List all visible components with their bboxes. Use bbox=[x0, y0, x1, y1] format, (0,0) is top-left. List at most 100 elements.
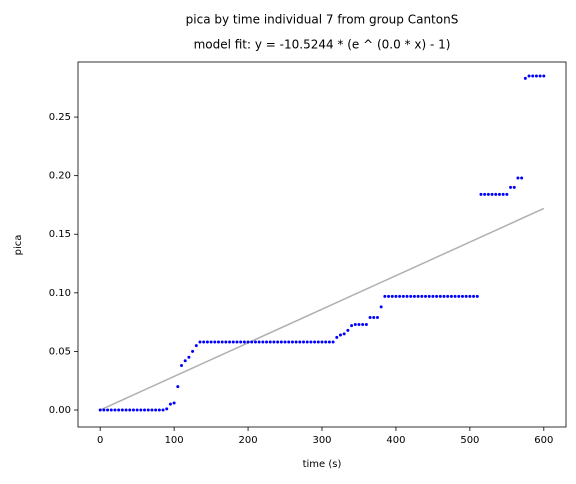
y-axis-label: pica bbox=[13, 235, 24, 256]
data-point bbox=[497, 192, 501, 196]
x-tick-label: 100 bbox=[165, 435, 184, 446]
data-point bbox=[338, 333, 342, 337]
data-point bbox=[420, 294, 424, 298]
data-point bbox=[346, 328, 350, 332]
data-point bbox=[290, 340, 294, 344]
data-point bbox=[479, 192, 483, 196]
data-point bbox=[427, 294, 431, 298]
data-point bbox=[357, 322, 361, 326]
data-point bbox=[435, 294, 439, 298]
data-point bbox=[383, 294, 387, 298]
data-point bbox=[398, 294, 402, 298]
data-point bbox=[157, 408, 161, 412]
x-tick-label: 600 bbox=[534, 435, 553, 446]
data-point bbox=[412, 294, 416, 298]
data-point bbox=[146, 408, 150, 412]
data-point bbox=[165, 407, 169, 411]
data-point bbox=[172, 401, 176, 405]
data-point bbox=[475, 294, 479, 298]
data-point bbox=[305, 340, 309, 344]
data-point bbox=[265, 340, 269, 344]
fit-line bbox=[99, 207, 545, 411]
data-point bbox=[364, 322, 368, 326]
data-point bbox=[242, 340, 246, 344]
data-point bbox=[527, 74, 531, 78]
data-point bbox=[442, 294, 446, 298]
data-point bbox=[331, 340, 335, 344]
data-point bbox=[531, 74, 535, 78]
data-point bbox=[198, 340, 202, 344]
data-point bbox=[324, 340, 328, 344]
data-point bbox=[183, 359, 187, 363]
data-point bbox=[161, 408, 165, 412]
data-point bbox=[472, 294, 476, 298]
data-point bbox=[279, 340, 283, 344]
data-point bbox=[120, 408, 124, 412]
data-point bbox=[106, 408, 110, 412]
data-point bbox=[327, 340, 331, 344]
data-point bbox=[102, 408, 106, 412]
data-point bbox=[139, 408, 143, 412]
data-point bbox=[464, 294, 468, 298]
data-point bbox=[538, 74, 542, 78]
data-point bbox=[320, 340, 324, 344]
y-tick-label: 0.10 bbox=[49, 288, 71, 299]
data-point bbox=[113, 408, 117, 412]
data-point bbox=[228, 340, 232, 344]
data-point bbox=[542, 74, 546, 78]
x-axis-label: time (s) bbox=[303, 459, 342, 470]
data-point bbox=[216, 340, 220, 344]
data-point bbox=[335, 335, 339, 339]
y-tick-label: 0.05 bbox=[49, 346, 71, 357]
data-point bbox=[261, 340, 265, 344]
data-point bbox=[316, 340, 320, 344]
data-point bbox=[257, 340, 261, 344]
x-tick-label: 200 bbox=[239, 435, 258, 446]
data-point bbox=[205, 340, 209, 344]
data-point bbox=[268, 340, 272, 344]
data-point bbox=[416, 294, 420, 298]
data-point bbox=[405, 294, 409, 298]
y-tick-label: 0.00 bbox=[49, 405, 71, 416]
y-tick-label: 0.15 bbox=[49, 229, 71, 240]
data-point bbox=[512, 185, 516, 189]
data-point bbox=[501, 192, 505, 196]
data-point bbox=[276, 340, 280, 344]
data-point bbox=[505, 192, 509, 196]
data-point bbox=[202, 340, 206, 344]
data-point bbox=[368, 315, 372, 319]
data-point bbox=[135, 408, 139, 412]
data-point bbox=[468, 294, 472, 298]
data-point bbox=[287, 340, 291, 344]
data-point bbox=[154, 408, 158, 412]
chart-subtitle: model fit: y = -10.5244 * (e ^ (0.0 * x)… bbox=[194, 38, 451, 52]
data-point bbox=[449, 294, 453, 298]
data-point bbox=[460, 294, 464, 298]
data-point bbox=[361, 322, 365, 326]
data-point bbox=[231, 340, 235, 344]
chart-title: pica by time individual 7 from group Can… bbox=[186, 13, 459, 27]
y-tick-label: 0.25 bbox=[49, 112, 71, 123]
data-point bbox=[409, 294, 413, 298]
data-point bbox=[302, 340, 306, 344]
data-point bbox=[375, 315, 379, 319]
x-tick-label: 400 bbox=[386, 435, 405, 446]
data-point bbox=[124, 408, 128, 412]
data-point bbox=[168, 402, 172, 406]
data-point bbox=[294, 340, 298, 344]
data-point bbox=[131, 408, 135, 412]
x-tick-label: 300 bbox=[312, 435, 331, 446]
data-point bbox=[424, 294, 428, 298]
data-point bbox=[117, 408, 121, 412]
x-tick-label: 0 bbox=[97, 435, 103, 446]
data-point bbox=[534, 74, 538, 78]
data-point bbox=[194, 344, 198, 348]
data-point bbox=[372, 315, 376, 319]
data-point bbox=[394, 294, 398, 298]
y-tick-label: 0.20 bbox=[49, 171, 71, 182]
data-point bbox=[453, 294, 457, 298]
data-point bbox=[253, 340, 257, 344]
data-point bbox=[342, 332, 346, 336]
data-point bbox=[239, 340, 243, 344]
